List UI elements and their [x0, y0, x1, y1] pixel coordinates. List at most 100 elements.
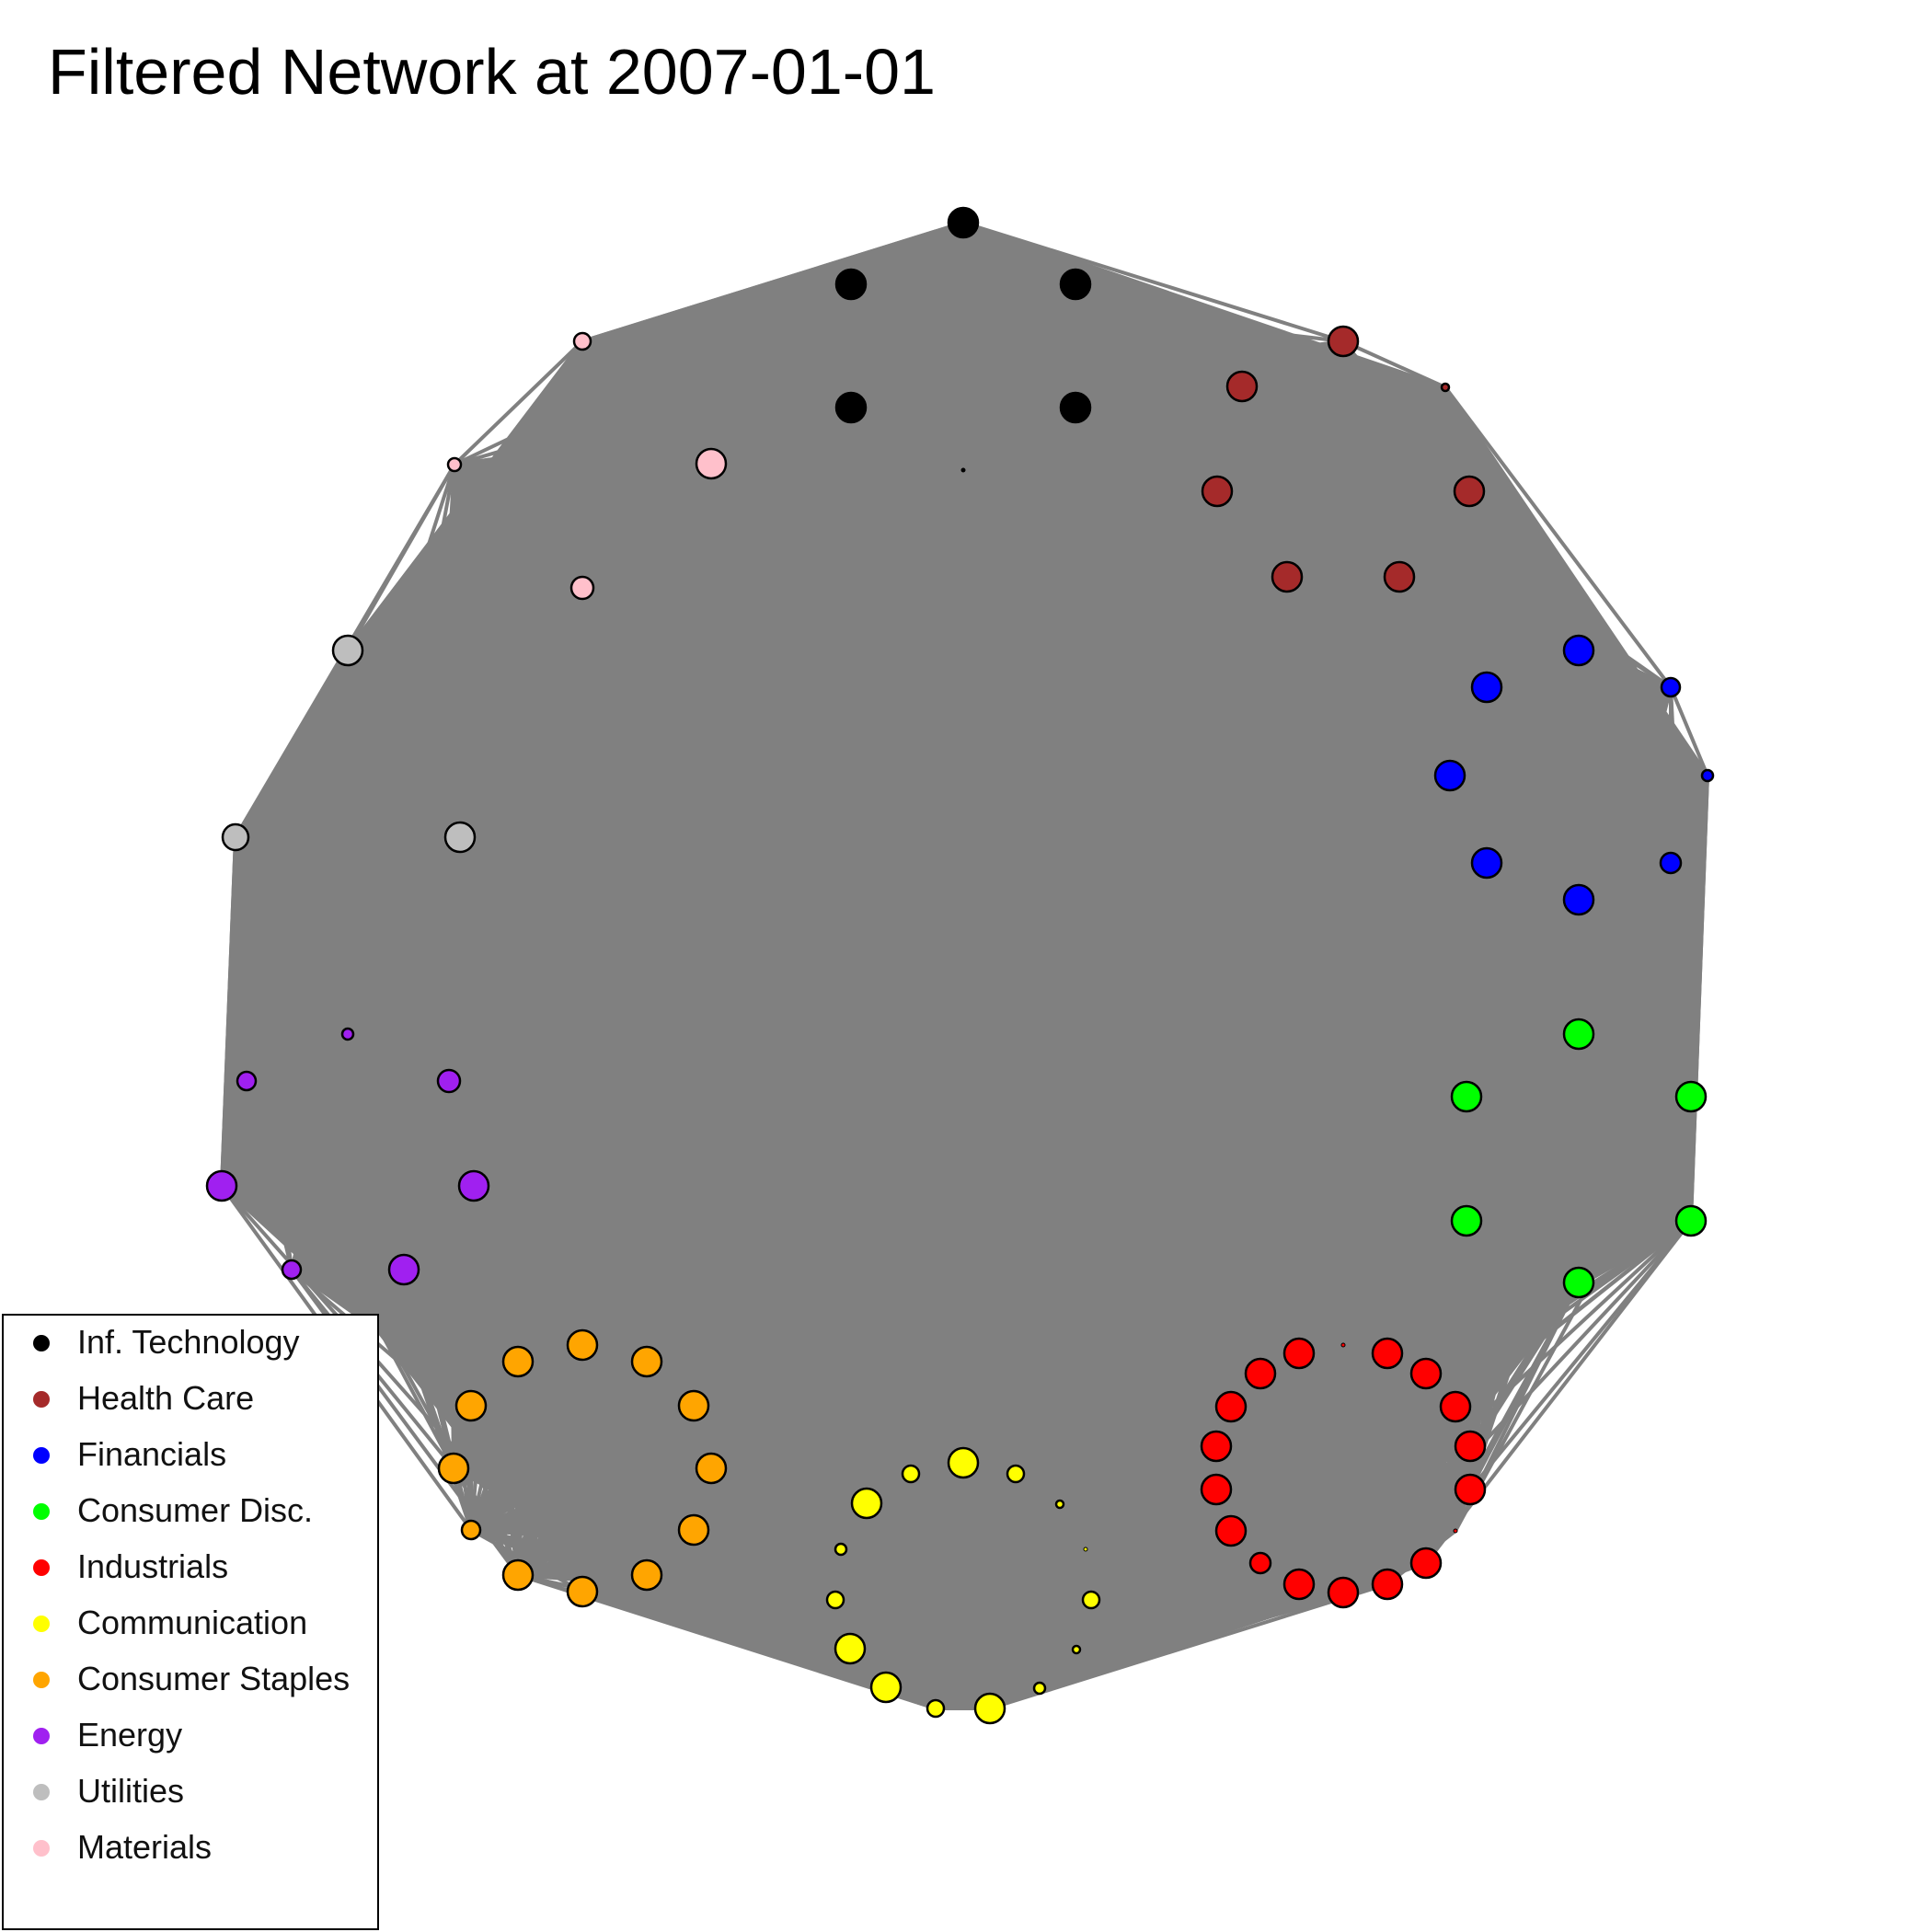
network-edge [581, 339, 1446, 389]
network-node [901, 1464, 921, 1484]
network-node [387, 1253, 420, 1286]
network-edge [220, 340, 584, 1187]
legend-item: Financials [4, 1428, 377, 1484]
network-edge [234, 836, 649, 1576]
network-edge [709, 282, 853, 466]
network-node [1059, 268, 1092, 301]
network-edge [470, 1528, 583, 1593]
network-edge [220, 1184, 584, 1593]
legend-item: Materials [4, 1821, 377, 1877]
network-node [825, 1590, 845, 1610]
network-node [947, 1446, 980, 1479]
network-node [221, 822, 250, 852]
network-edge [346, 650, 406, 1271]
network-edge [709, 462, 1472, 1448]
network-node [443, 821, 477, 854]
legend-label: Health Care [77, 1379, 255, 1417]
network-edge [581, 586, 1218, 1448]
legend-item: Utilities [4, 1765, 377, 1821]
network-edge [290, 463, 713, 1271]
network-node [501, 1558, 535, 1592]
network-node [436, 1068, 462, 1094]
network-edge [709, 462, 1468, 1098]
network-edge [709, 463, 1078, 1650]
network-edge [290, 587, 584, 1271]
network-edge [581, 587, 649, 1363]
network-edge [447, 1080, 520, 1576]
network-edge [709, 463, 852, 1650]
network-edge [581, 340, 837, 1601]
network-node [281, 1259, 303, 1281]
network-edge [458, 836, 937, 1709]
network-edge [1075, 282, 1446, 389]
network-node [630, 1345, 663, 1378]
network-node [630, 1558, 663, 1592]
network-edge [402, 836, 462, 1271]
network-node [1409, 1547, 1443, 1580]
network-node [1450, 1080, 1483, 1113]
network-edge [1454, 1281, 1581, 1409]
network-edge [454, 463, 1488, 689]
network-edge [581, 221, 964, 343]
legend-label: Consumer Disc. [77, 1491, 314, 1529]
legend-label: Energy [77, 1716, 183, 1754]
network-edge [472, 340, 584, 1187]
network-edge [516, 1404, 696, 1577]
network-edge [581, 340, 992, 1709]
network-node [834, 391, 868, 424]
network-edge [1689, 775, 1709, 1222]
network-edge [447, 1079, 1062, 1506]
network-edge [692, 1404, 1041, 1690]
legend-item: Consumer Staples [4, 1652, 377, 1708]
network-edge [517, 1528, 695, 1577]
network-edge [645, 463, 713, 1576]
network-node [1081, 1590, 1101, 1610]
network-edge [692, 1528, 992, 1710]
network-node [1674, 1080, 1708, 1113]
network-edge [234, 836, 248, 1082]
network-node [566, 1328, 599, 1362]
network-node [457, 1169, 490, 1202]
network-edge [581, 339, 1580, 652]
network-node [1083, 1547, 1088, 1552]
network-node [1282, 1337, 1316, 1370]
network-edge [581, 462, 713, 590]
legend-label: Industrials [77, 1547, 229, 1585]
network-node [460, 1519, 482, 1541]
network-edge [581, 586, 1301, 1355]
network-node [926, 1698, 946, 1719]
network-edge [472, 1184, 649, 1363]
network-edge [581, 282, 852, 343]
network-edge [346, 464, 456, 1035]
legend-label: Communication [77, 1604, 308, 1641]
legend-marker [33, 1784, 50, 1800]
network-node [1200, 1430, 1233, 1463]
network-edge [220, 1184, 649, 1577]
network-node [501, 1345, 535, 1378]
network-edge [581, 339, 1076, 409]
network-edge [470, 1528, 991, 1710]
network-node [1562, 634, 1595, 667]
network-node [973, 1692, 1006, 1725]
network-edge [962, 221, 1344, 343]
network-node [1071, 1644, 1082, 1655]
network-edge [581, 587, 649, 1576]
legend-marker [33, 1335, 50, 1351]
network-edge [709, 462, 1457, 1533]
legend-marker [33, 1840, 50, 1857]
network-node [340, 1027, 355, 1041]
network-node [1340, 1342, 1346, 1348]
network-edge [581, 340, 1087, 1550]
network-node [1371, 1337, 1404, 1370]
network-node [1248, 1551, 1272, 1575]
network-node [569, 575, 595, 601]
network-edge [458, 462, 713, 839]
network-node [834, 268, 868, 301]
legend-item: Energy [4, 1708, 377, 1765]
network-edge [1424, 1219, 1693, 1565]
network-edge [709, 463, 992, 1709]
network-node [236, 1070, 258, 1092]
network-edge [581, 586, 1708, 777]
network-edge [709, 462, 1389, 1586]
network-node [1454, 1473, 1487, 1506]
